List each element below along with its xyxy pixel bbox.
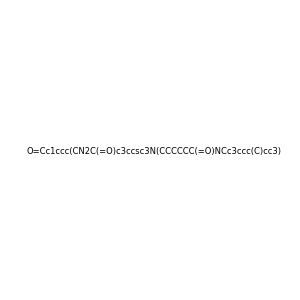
Text: O=Cc1ccc(CN2C(=O)c3ccsc3N(CCCCCC(=O)NCc3ccc(C)cc3): O=Cc1ccc(CN2C(=O)c3ccsc3N(CCCCCC(=O)NCc3… xyxy=(26,147,281,156)
